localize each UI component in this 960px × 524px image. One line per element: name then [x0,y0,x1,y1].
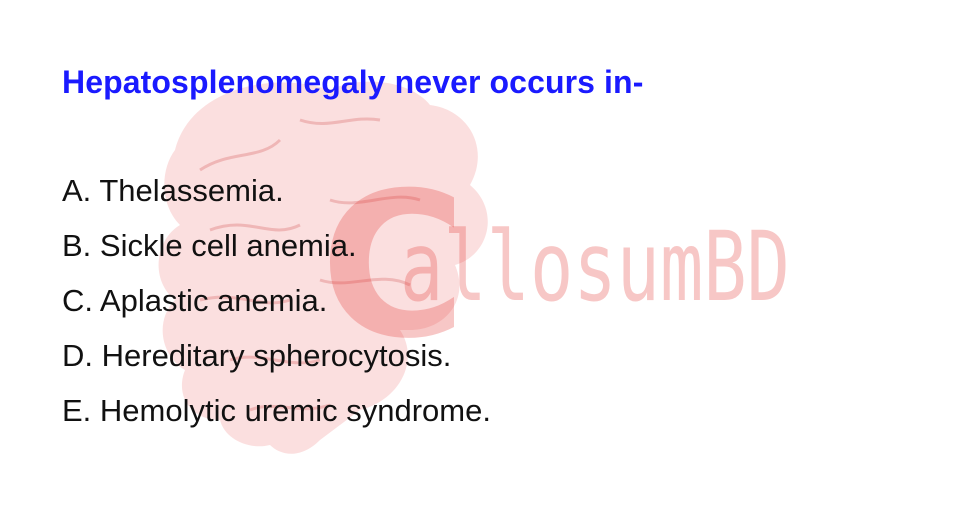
options-list: A. Thelassemia. B. Sickle cell anemia. C… [62,163,491,438]
option-e: E. Hemolytic uremic syndrome. [62,393,491,428]
option-a: A. Thelassemia. [62,173,284,208]
option-c: C. Aplastic anemia. [62,283,328,318]
option-d: D. Hereditary spherocytosis. [62,338,452,373]
question-text: Hepatosplenomegaly never occurs in- [62,64,644,100]
option-b: B. Sickle cell anemia. [62,228,357,263]
